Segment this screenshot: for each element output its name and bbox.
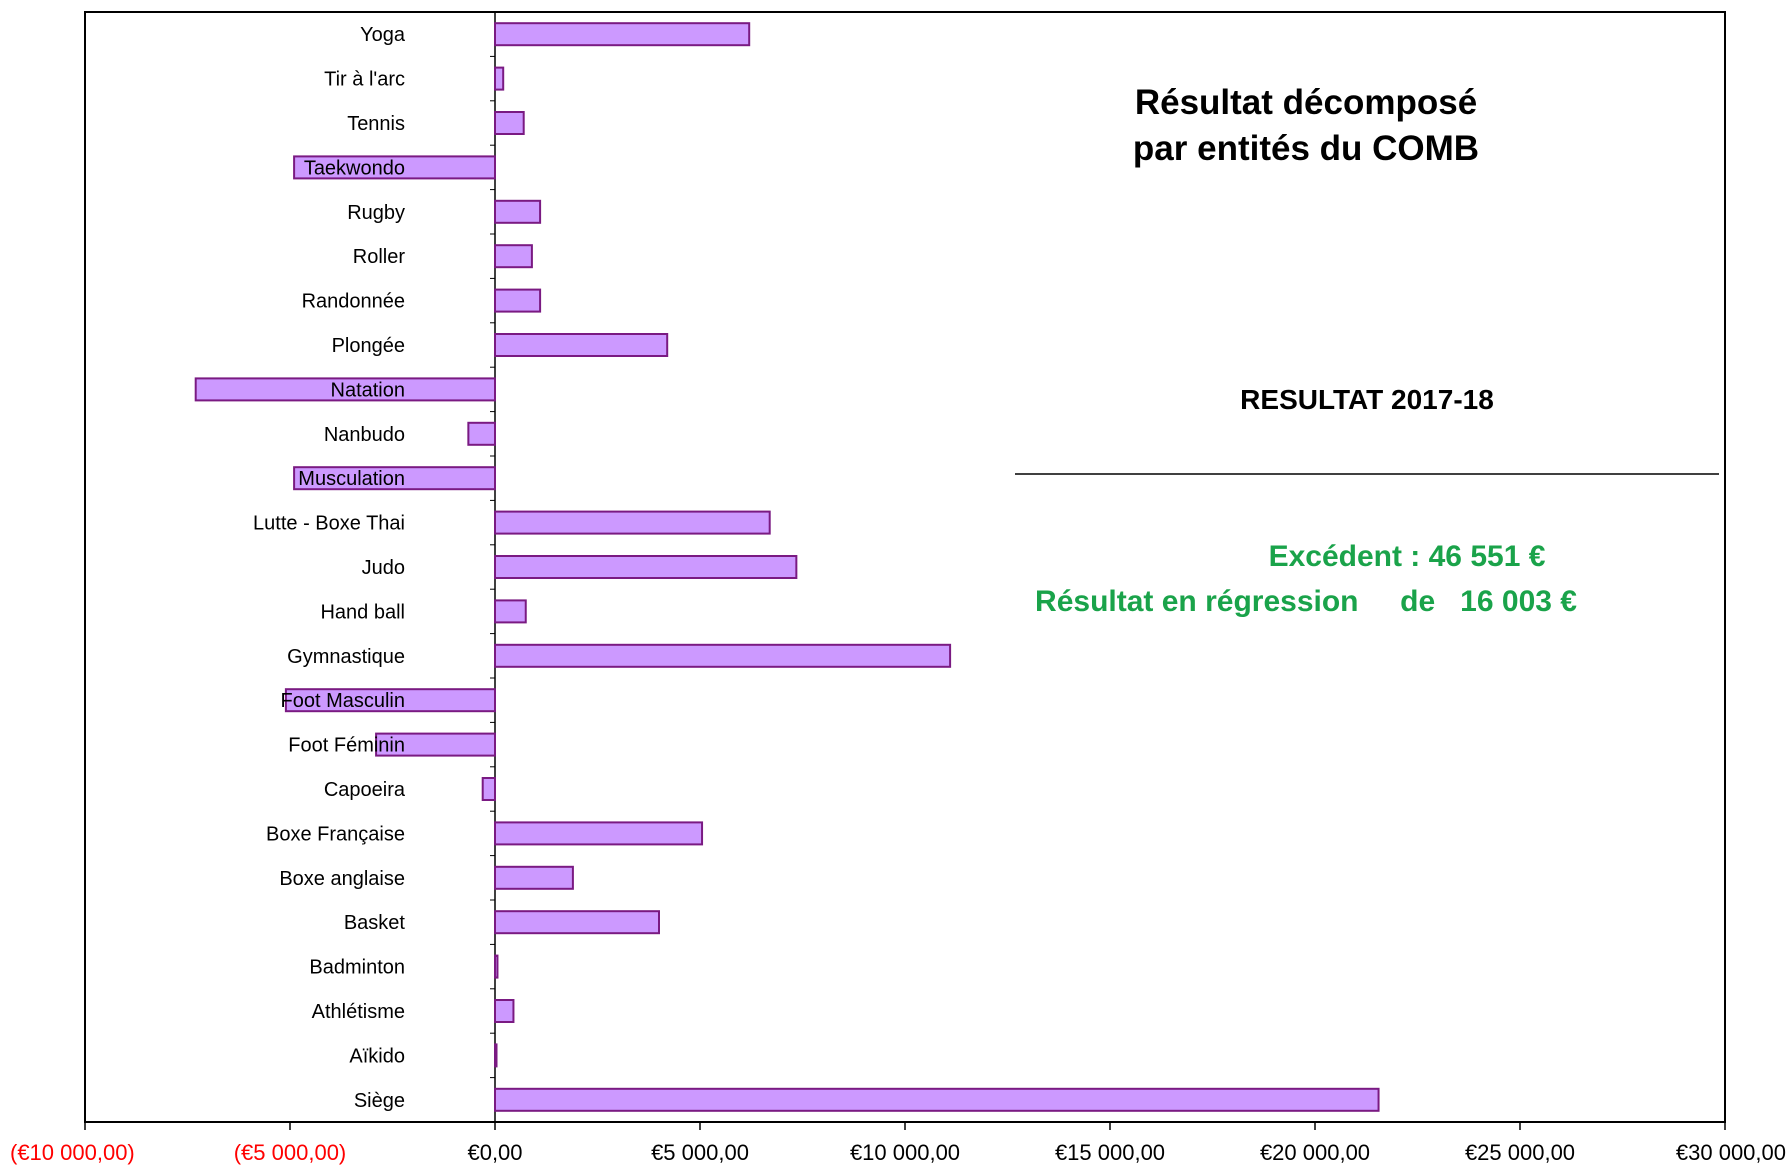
bar xyxy=(194,377,496,402)
bar xyxy=(293,466,496,491)
bar xyxy=(494,910,660,935)
category-label: Plongée xyxy=(332,335,405,357)
bar xyxy=(494,288,542,313)
bar xyxy=(494,599,527,624)
bar xyxy=(494,643,952,668)
bar xyxy=(494,66,505,91)
bar xyxy=(494,999,515,1023)
category-label: Boxe Française xyxy=(266,823,405,845)
annotation-excedent: Excédent : 46 551 € xyxy=(1269,540,1546,573)
category-label: Capoeira xyxy=(324,779,406,801)
category-label: Boxe anglaise xyxy=(279,868,405,890)
category-label: Gymnastique xyxy=(287,646,405,668)
x-tick-label: (€10 000,00) xyxy=(10,1140,135,1165)
category-label: Badminton xyxy=(309,957,405,979)
category-label: Natation xyxy=(331,379,406,401)
category-label: Yoga xyxy=(360,24,406,46)
annotation-regression: Résultat en régression de 16 003 € xyxy=(1035,585,1577,618)
category-label: Rugby xyxy=(347,202,405,224)
chart-title-line-2: par entités du COMB xyxy=(1133,129,1479,168)
bar xyxy=(494,1043,498,1068)
category-label: Hand ball xyxy=(320,601,405,623)
bar xyxy=(494,199,542,224)
x-tick-label: €25 000,00 xyxy=(1465,1140,1575,1165)
category-label: Lutte - Boxe Thai xyxy=(253,513,405,535)
category-label: Roller xyxy=(353,246,406,268)
category-label: Basket xyxy=(344,912,406,934)
category-label: Athlétisme xyxy=(312,1001,405,1023)
category-label: Siège xyxy=(354,1090,405,1112)
category-label: Tennis xyxy=(347,113,405,135)
category-label: Judo xyxy=(362,557,405,579)
category-label: Tir à l'arc xyxy=(324,69,405,91)
category-labels: Yoga Tir à l'arc Tennis Taekwondo Rugby Rolle… xyxy=(253,24,406,1112)
bar xyxy=(494,22,751,47)
chart-subtitle: RESULTAT 2017-18 xyxy=(1240,384,1494,415)
bar xyxy=(481,777,497,801)
category-label: Musculation xyxy=(298,468,405,490)
x-tick-label: €0,00 xyxy=(467,1140,522,1165)
category-label: Taekwondo xyxy=(304,157,405,179)
bar xyxy=(494,555,798,579)
category-label: Foot Masculin xyxy=(281,690,406,712)
x-tick-label: €20 000,00 xyxy=(1260,1140,1370,1165)
bar xyxy=(494,244,533,269)
category-label: Aïkido xyxy=(349,1045,405,1067)
bar xyxy=(494,954,499,979)
bar xyxy=(494,510,771,535)
x-tick-label: €30 000,00 xyxy=(1676,1140,1786,1165)
x-tick-label: €10 000,00 xyxy=(850,1140,960,1165)
bar xyxy=(494,821,704,846)
bar xyxy=(467,421,497,446)
x-tick-label: €15 000,00 xyxy=(1055,1140,1165,1165)
bars-layer xyxy=(194,22,1380,1112)
bar xyxy=(284,688,496,713)
bar xyxy=(293,155,496,180)
x-tick-label: (€5 000,00) xyxy=(234,1140,347,1165)
category-label: Nanbudo xyxy=(324,424,405,446)
bar xyxy=(494,333,669,357)
plot-area xyxy=(84,11,1726,1123)
bar xyxy=(494,1087,1380,1112)
x-tick-label: €5 000,00 xyxy=(651,1140,749,1165)
chart-title-line-1: Résultat décomposé xyxy=(1135,83,1477,122)
bar xyxy=(494,865,574,890)
bar xyxy=(494,111,525,135)
bar xyxy=(375,732,497,757)
x-axis: (€10 000,00) (€5 000,00) €0,00 €5 000,00 €10… xyxy=(10,11,1786,1165)
category-label: Foot Féminin xyxy=(288,735,405,757)
category-label: Randonnée xyxy=(302,291,405,313)
